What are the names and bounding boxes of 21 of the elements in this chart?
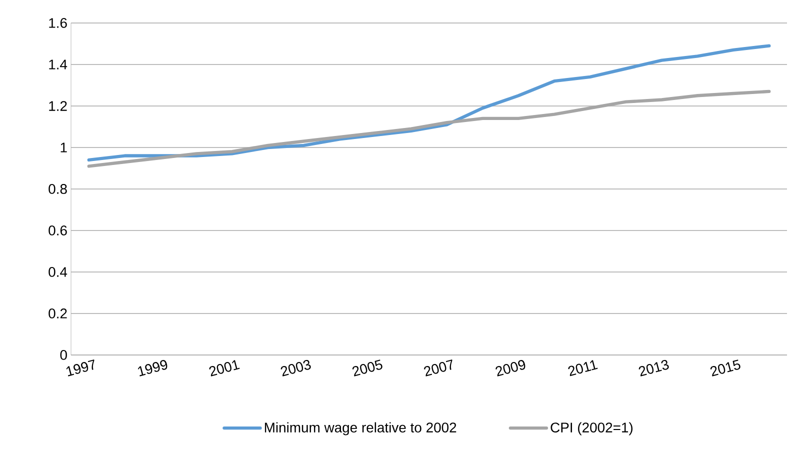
- x-tick-label: 2001: [209, 360, 240, 376]
- y-tick-label: 0.6: [48, 226, 67, 236]
- legend-label: Minimum wage relative to 2002: [264, 422, 456, 436]
- y-tick-label: 1.6: [49, 18, 67, 28]
- x-tick-label: 2013: [638, 360, 669, 376]
- y-tick-label: 0.8: [48, 184, 67, 194]
- y-tick-label: 0: [60, 350, 67, 360]
- x-tick-label: 1997: [66, 359, 94, 376]
- y-tick-label: 1.2: [49, 101, 67, 111]
- x-tick-label: 2015: [710, 360, 740, 376]
- x-tick-label: 2003: [280, 360, 311, 376]
- y-tick-label: 0.2: [48, 308, 67, 318]
- y-tick-label: 1: [60, 142, 67, 152]
- x-tick-label: 2011: [568, 360, 598, 376]
- y-tick-label: 0.4: [48, 267, 68, 277]
- y-tick-label: 1.4: [49, 60, 68, 70]
- x-tick-label: 2005: [352, 360, 382, 376]
- x-tick-label: 1999: [138, 360, 168, 376]
- x-tick-label: 2009: [496, 360, 526, 376]
- legend-label: CPI (2002=1): [550, 422, 632, 436]
- x-tick-label: 2007: [424, 359, 452, 376]
